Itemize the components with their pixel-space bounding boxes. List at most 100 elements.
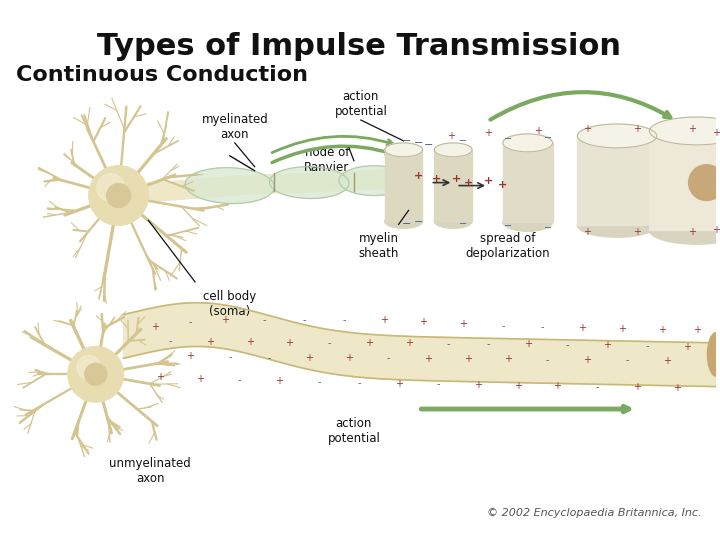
Text: -: -	[328, 339, 331, 348]
Polygon shape	[237, 307, 240, 352]
Polygon shape	[397, 336, 400, 380]
Polygon shape	[314, 327, 318, 371]
Polygon shape	[326, 329, 329, 373]
Circle shape	[77, 355, 101, 379]
Polygon shape	[499, 339, 502, 382]
Polygon shape	[538, 339, 541, 383]
Polygon shape	[442, 338, 445, 381]
FancyBboxPatch shape	[434, 150, 472, 221]
Polygon shape	[546, 340, 549, 383]
Text: +: +	[459, 319, 467, 329]
Text: cell body
(soma): cell body (soma)	[203, 290, 256, 318]
Polygon shape	[618, 341, 621, 384]
Polygon shape	[431, 337, 433, 381]
Polygon shape	[186, 303, 189, 347]
Polygon shape	[392, 336, 395, 380]
Polygon shape	[166, 305, 168, 349]
Polygon shape	[156, 307, 159, 351]
Polygon shape	[201, 303, 204, 347]
Text: −: −	[402, 219, 411, 230]
Polygon shape	[153, 307, 156, 352]
Polygon shape	[323, 329, 326, 373]
Polygon shape	[379, 335, 383, 379]
Polygon shape	[475, 338, 478, 382]
Text: -: -	[595, 382, 599, 392]
Polygon shape	[308, 326, 311, 370]
Text: +: +	[523, 340, 532, 349]
Polygon shape	[124, 314, 127, 358]
Text: +: +	[603, 341, 611, 350]
Polygon shape	[502, 339, 505, 382]
Text: -: -	[645, 341, 649, 352]
Text: -: -	[268, 353, 271, 363]
Circle shape	[107, 184, 130, 207]
Text: +: +	[554, 381, 562, 391]
Polygon shape	[708, 343, 711, 387]
Polygon shape	[531, 339, 535, 383]
Text: +: +	[583, 124, 591, 134]
Polygon shape	[243, 309, 246, 353]
Text: action
potential: action potential	[335, 90, 387, 118]
Polygon shape	[386, 335, 389, 379]
Polygon shape	[264, 314, 266, 359]
Polygon shape	[511, 339, 514, 382]
Polygon shape	[279, 318, 282, 363]
Text: +: +	[633, 227, 641, 237]
Polygon shape	[413, 336, 415, 380]
Polygon shape	[377, 335, 379, 379]
Text: -: -	[342, 315, 346, 325]
Ellipse shape	[708, 333, 720, 376]
Ellipse shape	[503, 134, 552, 152]
Polygon shape	[683, 342, 687, 386]
FancyBboxPatch shape	[384, 150, 423, 221]
Polygon shape	[231, 306, 234, 350]
Text: -: -	[302, 315, 306, 325]
Text: +: +	[688, 227, 696, 237]
Polygon shape	[609, 341, 612, 384]
Polygon shape	[145, 309, 148, 353]
Polygon shape	[425, 337, 428, 381]
Text: -: -	[168, 336, 172, 347]
Polygon shape	[189, 303, 192, 347]
Text: +: +	[672, 383, 680, 393]
Polygon shape	[297, 323, 300, 367]
Text: +: +	[658, 325, 666, 335]
Polygon shape	[562, 340, 564, 383]
Polygon shape	[600, 341, 603, 384]
Text: +: +	[662, 356, 671, 366]
Polygon shape	[415, 336, 418, 380]
Polygon shape	[240, 308, 243, 353]
Text: +: +	[474, 380, 482, 390]
Polygon shape	[514, 339, 517, 383]
Polygon shape	[680, 342, 683, 386]
Circle shape	[688, 165, 720, 200]
Polygon shape	[657, 342, 660, 386]
Ellipse shape	[339, 166, 408, 195]
Polygon shape	[582, 340, 585, 384]
Text: +: +	[514, 381, 522, 391]
Polygon shape	[162, 306, 166, 350]
Polygon shape	[663, 342, 666, 386]
Polygon shape	[272, 316, 276, 361]
Text: +: +	[583, 355, 591, 366]
Polygon shape	[276, 318, 279, 362]
Text: -: -	[357, 378, 361, 388]
Ellipse shape	[577, 124, 657, 148]
Polygon shape	[627, 341, 630, 385]
Text: −: −	[544, 133, 552, 143]
Text: +: +	[712, 128, 720, 138]
Polygon shape	[549, 340, 552, 383]
Polygon shape	[180, 303, 183, 347]
Polygon shape	[371, 334, 374, 379]
Polygon shape	[669, 342, 672, 386]
Text: +: +	[688, 124, 696, 134]
Polygon shape	[696, 342, 698, 386]
Polygon shape	[305, 325, 308, 369]
Text: +: +	[276, 376, 284, 386]
Polygon shape	[559, 340, 562, 383]
Polygon shape	[508, 339, 511, 382]
Text: −: −	[544, 224, 552, 233]
Polygon shape	[445, 338, 449, 381]
Polygon shape	[621, 341, 624, 384]
Polygon shape	[261, 313, 264, 358]
